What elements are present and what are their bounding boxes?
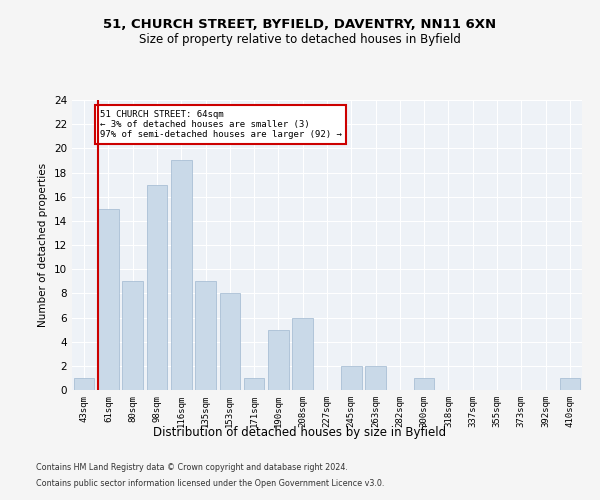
Bar (98, 209, 119, 390)
Text: Size of property relative to detached houses in Byfield: Size of property relative to detached ho… (139, 32, 461, 46)
Bar (171, 160, 191, 390)
Bar (122, 281, 143, 390)
Bar (195, 281, 216, 390)
Bar (560, 378, 580, 390)
Text: Contains public sector information licensed under the Open Government Licence v3: Contains public sector information licen… (36, 478, 385, 488)
Bar (220, 294, 240, 390)
Bar (74, 378, 94, 390)
Bar (292, 318, 313, 390)
Bar (244, 378, 265, 390)
Bar (365, 366, 386, 390)
Y-axis label: Number of detached properties: Number of detached properties (38, 163, 49, 327)
Text: Distribution of detached houses by size in Byfield: Distribution of detached houses by size … (154, 426, 446, 439)
Bar (146, 184, 167, 390)
Text: 51, CHURCH STREET, BYFIELD, DAVENTRY, NN11 6XN: 51, CHURCH STREET, BYFIELD, DAVENTRY, NN… (103, 18, 497, 30)
Bar (414, 378, 434, 390)
Bar (268, 330, 289, 390)
Text: 51 CHURCH STREET: 64sqm
← 3% of detached houses are smaller (3)
97% of semi-deta: 51 CHURCH STREET: 64sqm ← 3% of detached… (100, 110, 342, 140)
Bar (341, 366, 362, 390)
Text: Contains HM Land Registry data © Crown copyright and database right 2024.: Contains HM Land Registry data © Crown c… (36, 464, 348, 472)
